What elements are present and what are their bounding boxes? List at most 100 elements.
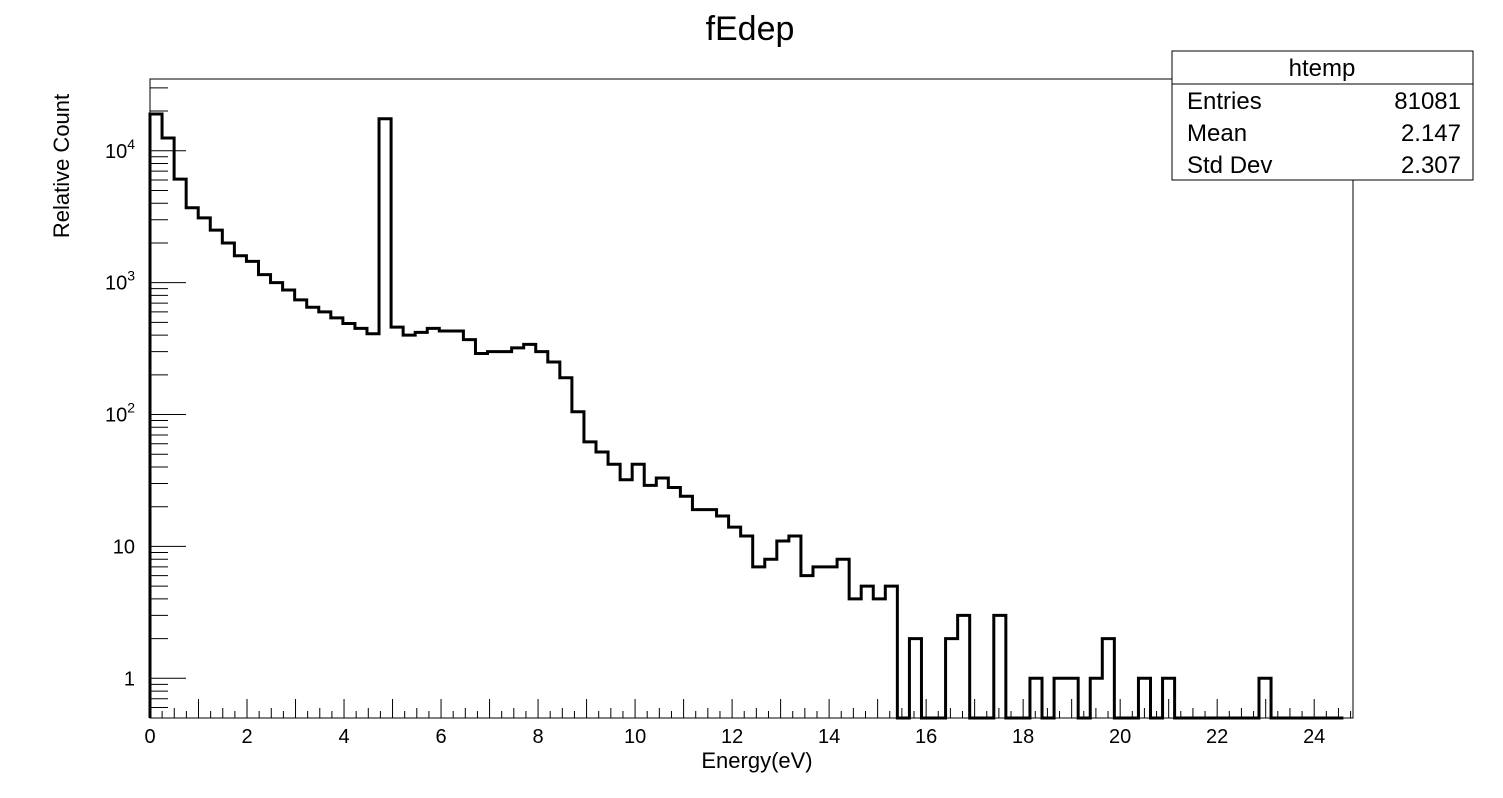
histogram-bin <box>729 527 741 718</box>
histogram-bin <box>1030 678 1042 718</box>
histogram-bin <box>994 615 1006 718</box>
histogram-bin <box>1102 639 1114 718</box>
histogram-bin <box>210 230 222 718</box>
x-axis-tick-labels: 0 2 4 6 8 10 12 14 16 18 20 22 24 <box>144 726 1325 748</box>
histogram-bin <box>439 331 451 718</box>
histogram-bin <box>488 352 500 718</box>
x-axis-label: Energy(eV) <box>701 748 812 773</box>
x-tick-label: 16 <box>915 726 937 748</box>
stats-box-frame <box>1171 50 1474 181</box>
y-tick-label: 104 <box>105 136 135 163</box>
histogram-bin <box>596 452 608 718</box>
histogram-bin <box>704 510 716 718</box>
x-tick-label: 10 <box>624 726 646 748</box>
histogram-bin <box>680 496 692 718</box>
histogram-bin <box>222 243 234 718</box>
stats-box-name: htemp <box>1289 55 1356 82</box>
histogram-bin <box>415 332 427 718</box>
histogram-bin <box>861 586 873 718</box>
y-tick-label: 10 <box>113 536 135 558</box>
histogram-bin <box>668 487 680 718</box>
histogram-bin <box>295 300 307 718</box>
stats-entries-value: 81081 <box>1394 88 1461 115</box>
histogram-bin <box>789 536 801 718</box>
histogram-bin <box>174 179 186 718</box>
stats-mean-label: Mean <box>1187 120 1247 147</box>
histogram-bin <box>391 327 403 718</box>
x-tick-label: 24 <box>1303 726 1325 748</box>
stats-entries-label: Entries <box>1187 88 1262 115</box>
histogram-bin <box>355 328 367 718</box>
x-tick-label: 18 <box>1012 726 1034 748</box>
stats-mean-value: 2.147 <box>1401 120 1461 147</box>
histogram-bin <box>319 312 331 718</box>
histogram-bin <box>463 340 475 718</box>
histogram-bin <box>644 485 656 718</box>
histogram-bin <box>692 510 704 718</box>
histogram-bin <box>536 352 548 718</box>
histogram-bin <box>572 412 584 718</box>
histogram-bin <box>283 290 295 718</box>
histogram-bin <box>162 138 174 718</box>
histogram-bin <box>656 478 668 718</box>
histogram-bin <box>258 275 270 718</box>
histogram-bin <box>753 567 765 718</box>
histogram-bin <box>885 586 897 718</box>
histogram-bin <box>717 516 729 718</box>
x-tick-label: 14 <box>818 726 840 748</box>
histogram-bin <box>909 639 921 718</box>
histogram-bin <box>873 599 885 718</box>
y-tick-label: 103 <box>105 268 135 295</box>
y-axis-ticks <box>150 87 186 719</box>
histogram-bin <box>427 328 439 718</box>
histogram-bin <box>331 318 343 718</box>
x-tick-label: 6 <box>435 726 446 748</box>
histogram-bin <box>307 307 319 718</box>
x-tick-label: 20 <box>1109 726 1131 748</box>
histogram-bin <box>198 218 210 718</box>
stats-box: htemp Entries 81081 Mean 2.147 Std Dev 2… <box>1171 50 1474 181</box>
histogram-bin <box>1259 678 1271 718</box>
stats-stddev-value: 2.307 <box>1401 152 1461 179</box>
histogram-bins <box>150 114 1271 718</box>
histogram-bin <box>475 354 487 718</box>
x-tick-label: 8 <box>533 726 544 748</box>
histogram-bin <box>837 559 849 718</box>
x-tick-label: 12 <box>721 726 743 748</box>
y-tick-label: 1 <box>124 668 135 690</box>
histogram-bin <box>150 114 162 718</box>
histogram-bin <box>620 480 632 718</box>
histogram-bin <box>234 256 246 718</box>
x-axis-ticks <box>149 699 1352 718</box>
histogram-bin <box>813 567 825 718</box>
histogram-bin <box>271 283 283 718</box>
histogram-bin <box>741 536 753 718</box>
histogram-bin <box>500 352 512 718</box>
histogram-bin <box>451 331 463 718</box>
histogram-series-line <box>148 112 1344 720</box>
histogram-bin <box>343 323 355 718</box>
y-tick-label: 102 <box>105 400 135 427</box>
x-tick-label: 22 <box>1206 726 1228 748</box>
histogram-bin <box>186 208 198 718</box>
histogram-bin <box>512 348 524 718</box>
histogram-bin <box>1054 678 1066 718</box>
histogram-bin <box>946 639 958 718</box>
histogram-bin <box>584 442 596 718</box>
y-axis-tick-labels: 1 10 102 103 104 <box>105 136 135 691</box>
histogram-bin <box>849 599 861 718</box>
histogram-bin <box>246 261 258 718</box>
histogram-bin <box>765 559 777 718</box>
x-tick-label: 0 <box>144 726 155 748</box>
y-axis-label: Relative Count <box>49 94 74 238</box>
histogram-bin <box>548 362 560 718</box>
histogram-bin <box>608 464 620 718</box>
histogram-bin <box>958 615 970 718</box>
chart-title: fEdep <box>706 10 795 48</box>
histogram-bin <box>367 334 379 718</box>
histogram-bin <box>825 567 837 718</box>
histogram-bin <box>403 335 415 718</box>
x-tick-label: 2 <box>241 726 252 748</box>
x-tick-label: 4 <box>338 726 349 748</box>
